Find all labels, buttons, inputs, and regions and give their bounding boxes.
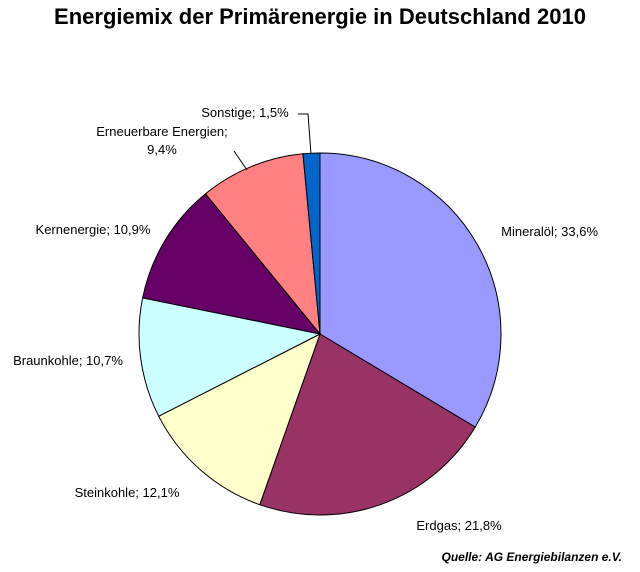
pie-slice-1 <box>259 333 476 516</box>
slice-label-1: Erdgas; 21,8% <box>416 518 502 533</box>
slice-label-5: Erneuerbare Energien; 9,4% <box>96 124 228 157</box>
leader-lines <box>233 113 312 171</box>
pie-slice-4 <box>142 193 322 335</box>
slice-label-0: Mineralöl; 33,6% <box>501 224 598 239</box>
pie-slice-2 <box>158 332 321 506</box>
pie-slice-3 <box>138 297 322 417</box>
leader-line-6 <box>298 113 312 155</box>
leader-line-5 <box>233 150 248 171</box>
pie-slice-6 <box>302 152 321 335</box>
slice-label-2: Steinkohle; 12,1% <box>75 485 180 500</box>
slice-label-3: Braunkohle; 10,7% <box>13 353 123 368</box>
slice-labels: Mineralöl; 33,6% Erdgas; 21,8% Steinkohle;… <box>13 105 598 533</box>
chart-title: Energiemix der Primärenergie in Deutschl… <box>54 4 586 29</box>
pie-slice-5 <box>204 153 321 336</box>
source-note: Quelle: AG Energiebilanzen e.V. <box>441 550 623 564</box>
pie-slice-0 <box>319 152 502 428</box>
pie-slices <box>138 152 502 516</box>
slice-label-6: Sonstige; 1,5% <box>201 105 289 120</box>
slice-label-4: Kernenergie; 10,9% <box>36 222 151 237</box>
